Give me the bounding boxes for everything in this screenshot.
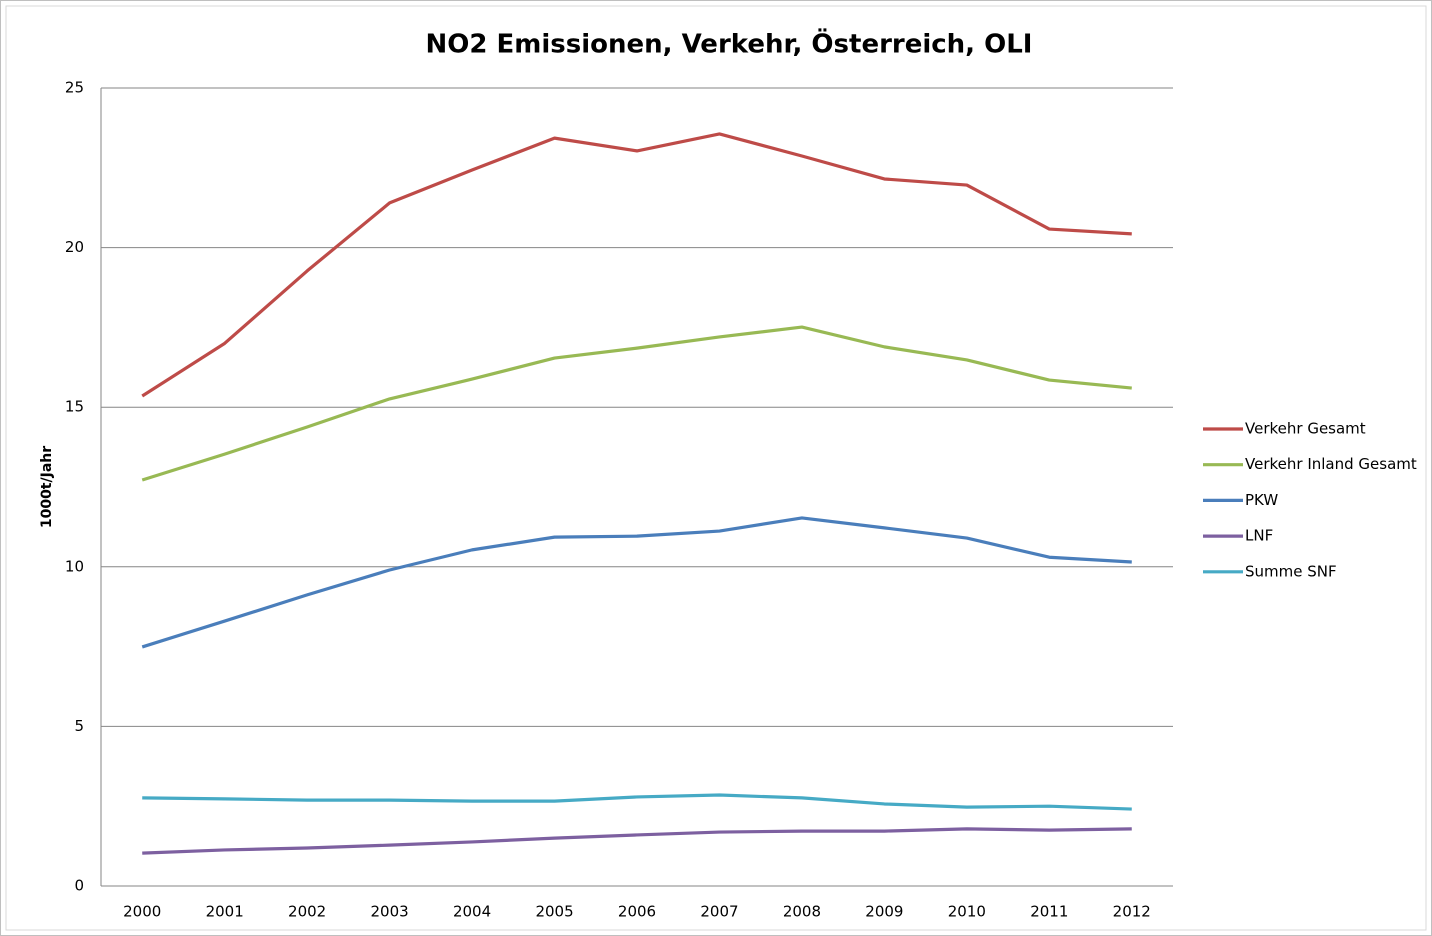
legend-label: Verkehr Inland Gesamt	[1245, 455, 1417, 473]
series-line	[141, 516, 1132, 649]
series-line	[142, 793, 1132, 811]
series-line	[141, 325, 1132, 482]
x-tick-label: 2012	[1113, 903, 1151, 921]
y-tick-label: 25	[65, 79, 84, 97]
x-tick-label: 2002	[288, 903, 326, 921]
x-tick-label: 2001	[206, 903, 244, 921]
chart-inner-frame	[5, 5, 1427, 931]
x-tick-label: 2004	[453, 903, 491, 921]
y-tick-label: 0	[74, 877, 84, 895]
legend-label: Summe SNF	[1245, 562, 1337, 580]
x-tick-label: 2007	[700, 903, 738, 921]
x-tick-label: 2006	[618, 903, 656, 921]
series-line	[141, 132, 1132, 398]
y-axis-label: 1000t/Jahr	[39, 446, 55, 528]
series-line	[142, 827, 1132, 855]
x-tick-label: 2003	[371, 903, 409, 921]
x-tick-label: 2009	[865, 903, 903, 921]
chart-title: NO2 Emissionen, Verkehr, Österreich, OLI	[426, 27, 1033, 60]
y-tick-label: 20	[65, 238, 84, 256]
legend-label: Verkehr Gesamt	[1245, 420, 1366, 438]
x-tick-label: 2000	[123, 903, 161, 921]
y-tick-label: 5	[74, 717, 84, 735]
legend-label: PKW	[1245, 491, 1278, 509]
x-tick-label: 2008	[783, 903, 821, 921]
y-tick-label: 10	[65, 557, 84, 575]
x-tick-label: 2011	[1030, 903, 1068, 921]
x-tick-label: 2005	[535, 903, 573, 921]
y-tick-label: 15	[65, 398, 84, 416]
legend-label: LNF	[1245, 527, 1273, 545]
x-tick-label: 2010	[948, 903, 986, 921]
